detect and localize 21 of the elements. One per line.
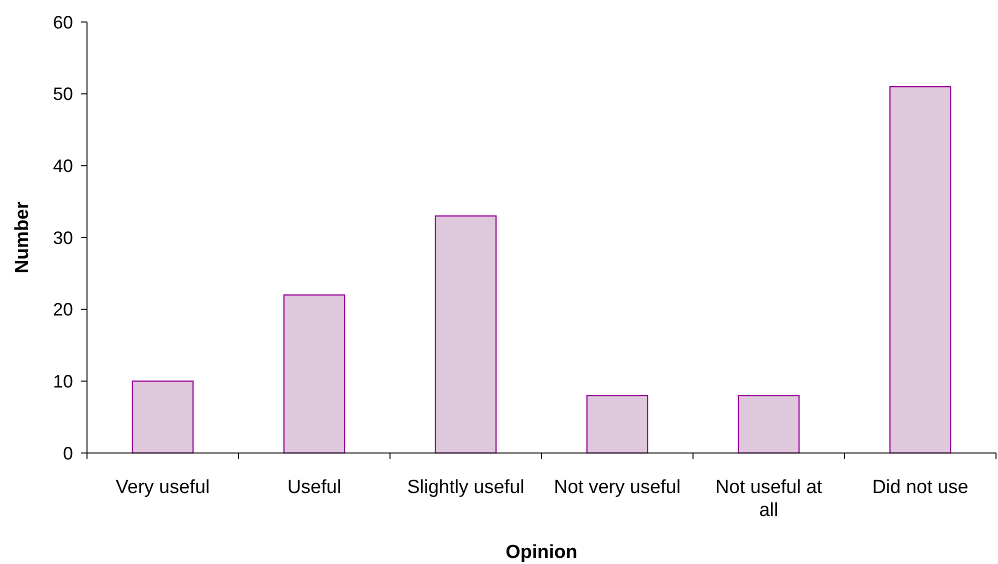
bar (434, 215, 497, 454)
bar (889, 86, 952, 454)
x-tick-label: Not very useful (554, 477, 681, 498)
y-tick-label: 20 (52, 300, 73, 320)
x-tick-label: Useful (287, 477, 342, 498)
x-tick-label: Slightly useful (407, 477, 524, 498)
y-tick-label: 60 (52, 12, 73, 32)
x-axis-title: Opinion (506, 542, 578, 563)
bar (586, 394, 648, 454)
y-axis-title: Number (12, 201, 33, 274)
x-tick-label: Did not use (872, 477, 968, 498)
y-tick-label: 30 (52, 228, 73, 248)
y-tick-label: 40 (52, 156, 73, 176)
y-tick-label: 10 (52, 371, 73, 392)
x-tick-label: Very useful (116, 477, 210, 498)
bar (283, 294, 346, 454)
y-tick-label: 0 (62, 443, 73, 464)
bar (132, 380, 194, 454)
y-tick-label: 50 (52, 84, 73, 104)
x-tick-label: Not useful at all (715, 477, 823, 521)
bar (738, 394, 800, 454)
